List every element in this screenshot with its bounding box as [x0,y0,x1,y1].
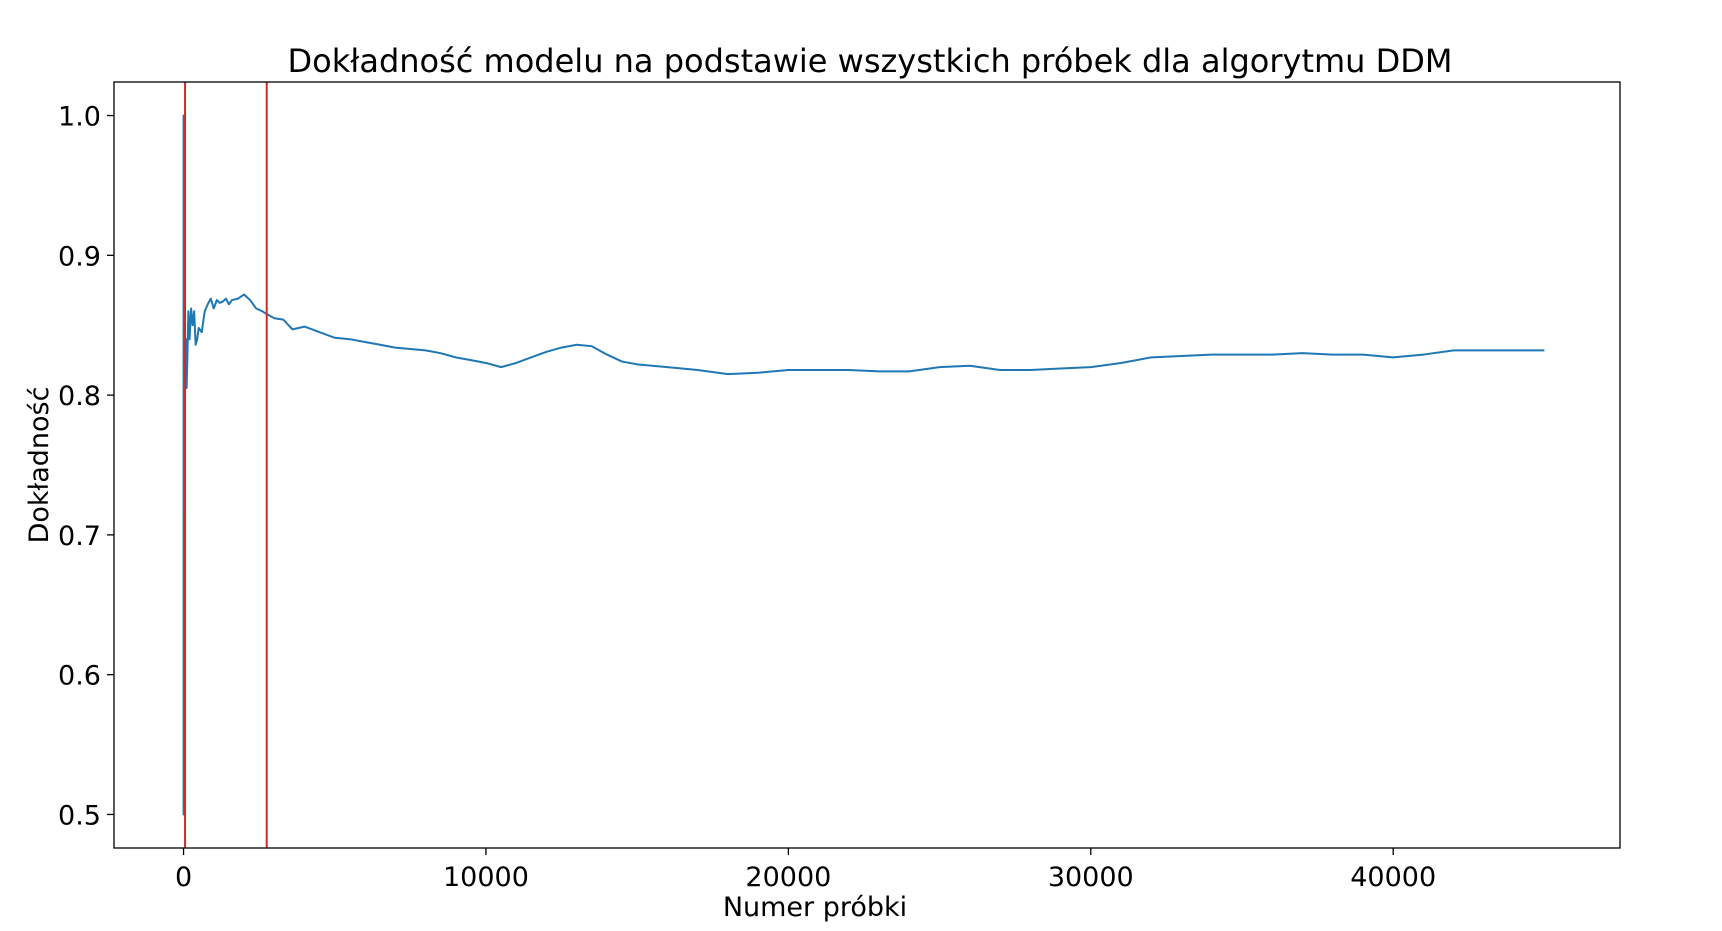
x-axis-label: Numer próbki [723,892,907,923]
y-tick-label: 0.7 [58,521,101,552]
x-tick-label: 10000 [443,862,529,893]
accuracy-series-line [182,114,1545,816]
y-tick-label: 0.9 [58,241,101,272]
y-axis-ticks: 0.5 0.6 0.7 0.8 0.9 1.0 [58,102,114,831]
plot-area [182,82,1545,848]
x-tick-label: 0 [175,862,192,893]
plot-frame [113,81,1621,849]
y-tick-label: 1.0 [58,102,101,133]
y-tick-label: 0.6 [58,661,101,692]
x-axis-ticks: 0 10000 20000 30000 40000 [175,848,1436,893]
y-axis-label: Dokładność [24,387,55,544]
x-tick-label: 20000 [745,862,831,893]
y-tick-label: 0.5 [58,800,101,831]
chart-title: Dokładność modelu na podstawie wszystkic… [287,42,1452,80]
x-tick-label: 30000 [1048,862,1134,893]
x-tick-label: 40000 [1350,862,1436,893]
y-tick-label: 0.8 [58,381,101,412]
